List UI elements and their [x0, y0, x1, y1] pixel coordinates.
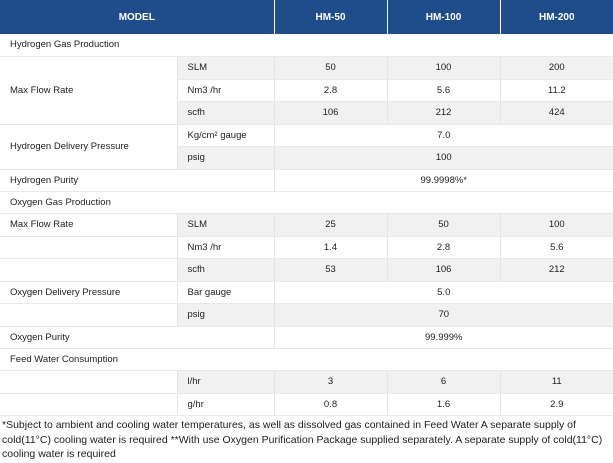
row-label-h2-pressure: Hydrogen Delivery Pressure: [0, 124, 177, 170]
value-cell: 424: [499, 101, 613, 125]
section-title-feed-water: Feed Water Consumption: [0, 348, 613, 371]
value-cell: 11: [499, 370, 613, 394]
row-label-empty: [0, 370, 177, 394]
table-row: Oxygen Delivery Pressure Bar gauge 5.0: [0, 281, 613, 304]
unit-cell: Nm3 /hr: [176, 79, 275, 102]
table-row: scfh 53 106 212: [0, 258, 613, 282]
footnote: *Subject to ambient and cooling water te…: [2, 419, 603, 460]
table-row: Max Flow Rate SLM 25 50 100: [0, 213, 613, 237]
value-cell: 1.4: [273, 236, 388, 259]
value-cell: 200: [499, 56, 613, 80]
table-row: psig 100: [0, 146, 613, 170]
value-cell: 2.8: [386, 236, 501, 259]
section-title-hydrogen: Hydrogen Gas Production: [0, 34, 613, 57]
row-label-o2-pressure: Oxygen Delivery Pressure: [0, 281, 177, 304]
unit-cell: SLM: [176, 56, 275, 80]
row-label-empty: [0, 393, 177, 416]
model-hm50-header: HM-50: [274, 0, 388, 34]
section-title-oxygen: Oxygen Gas Production: [0, 191, 613, 214]
table-row: Hydrogen Purity 99.9998%*: [0, 169, 613, 192]
section-row: Feed Water Consumption: [0, 348, 613, 371]
unit-cell: g/hr: [176, 393, 275, 416]
value-cell: 212: [499, 258, 613, 282]
value-cell: 50: [273, 56, 388, 80]
value-cell: 53: [273, 258, 388, 282]
unit-cell: Nm3 /hr: [176, 236, 275, 259]
row-label-empty: [0, 236, 177, 259]
model-hm100-header: HM-100: [387, 0, 501, 34]
section-row: Hydrogen Gas Production: [0, 34, 613, 57]
value-cell: 1.6: [386, 393, 501, 416]
value-cell: 106: [273, 101, 388, 125]
row-label-o2-purity: Oxygen Purity: [0, 326, 275, 349]
unit-cell: Kg/cm² gauge: [176, 124, 275, 147]
value-cell: 50: [386, 213, 501, 237]
value-cell: 11.2: [499, 79, 613, 102]
table-row: Nm3 /hr 1.4 2.8 5.6: [0, 236, 613, 259]
unit-cell: scfh: [176, 258, 275, 282]
value-cell-merged: 5.0: [273, 281, 613, 304]
table-row: Oxygen Purity 99.999%: [0, 326, 613, 349]
value-cell: 106: [386, 258, 501, 282]
table-row: g/hr 0.8 1.6 2.9: [0, 393, 613, 416]
table-row: l/hr 3 6 11: [0, 370, 613, 394]
table-row: scfh 106 212 424: [0, 101, 613, 125]
section-row: Oxygen Gas Production: [0, 191, 613, 214]
header-row: MODEL HM-50 HM-100 HM-200: [0, 0, 613, 34]
unit-cell: scfh: [176, 101, 275, 125]
value-cell: 5.6: [499, 236, 613, 259]
value-cell-merged: 70: [273, 303, 613, 327]
value-cell: 6: [386, 370, 501, 394]
value-cell: 25: [273, 213, 388, 237]
unit-cell: psig: [176, 303, 275, 327]
table-row: Hydrogen Delivery Pressure Kg/cm² gauge …: [0, 124, 613, 170]
spec-table: MODEL HM-50 HM-100 HM-200 Hydrogen Gas P…: [0, 0, 613, 416]
value-cell: 5.6: [386, 79, 501, 102]
row-label-empty: [0, 303, 177, 327]
unit-cell: SLM: [176, 213, 275, 237]
value-cell: 2.9: [499, 393, 613, 416]
table-row: psig 70: [0, 303, 613, 327]
unit-cell: psig: [176, 146, 275, 170]
value-cell: 3: [273, 370, 388, 394]
value-cell: 100: [499, 213, 613, 237]
row-label-h2-max-flow: Max Flow Rate: [0, 56, 177, 125]
row-label-h2-purity: Hydrogen Purity: [0, 169, 275, 192]
value-cell-merged: 99.999%: [273, 326, 613, 349]
unit-cell: l/hr: [176, 370, 275, 394]
value-cell: 0.8: [273, 393, 388, 416]
value-cell-merged: 100: [273, 146, 613, 170]
value-cell: 212: [386, 101, 501, 125]
table-row: Max Flow Rate SLM 50 100 200: [0, 56, 613, 125]
model-hm200-header: HM-200: [500, 0, 613, 34]
model-header: MODEL: [0, 0, 275, 34]
row-label-o2-max-flow: Max Flow Rate: [0, 213, 177, 237]
value-cell-merged: 99.9998%*: [273, 169, 613, 192]
value-cell: 2.8: [273, 79, 388, 102]
value-cell: 100: [386, 56, 501, 80]
unit-cell: Bar gauge: [176, 281, 275, 304]
row-label-empty: [0, 258, 177, 282]
table-row: Nm3 /hr 2.8 5.6 11.2: [0, 79, 613, 102]
value-cell-merged: 7.0: [273, 124, 613, 147]
